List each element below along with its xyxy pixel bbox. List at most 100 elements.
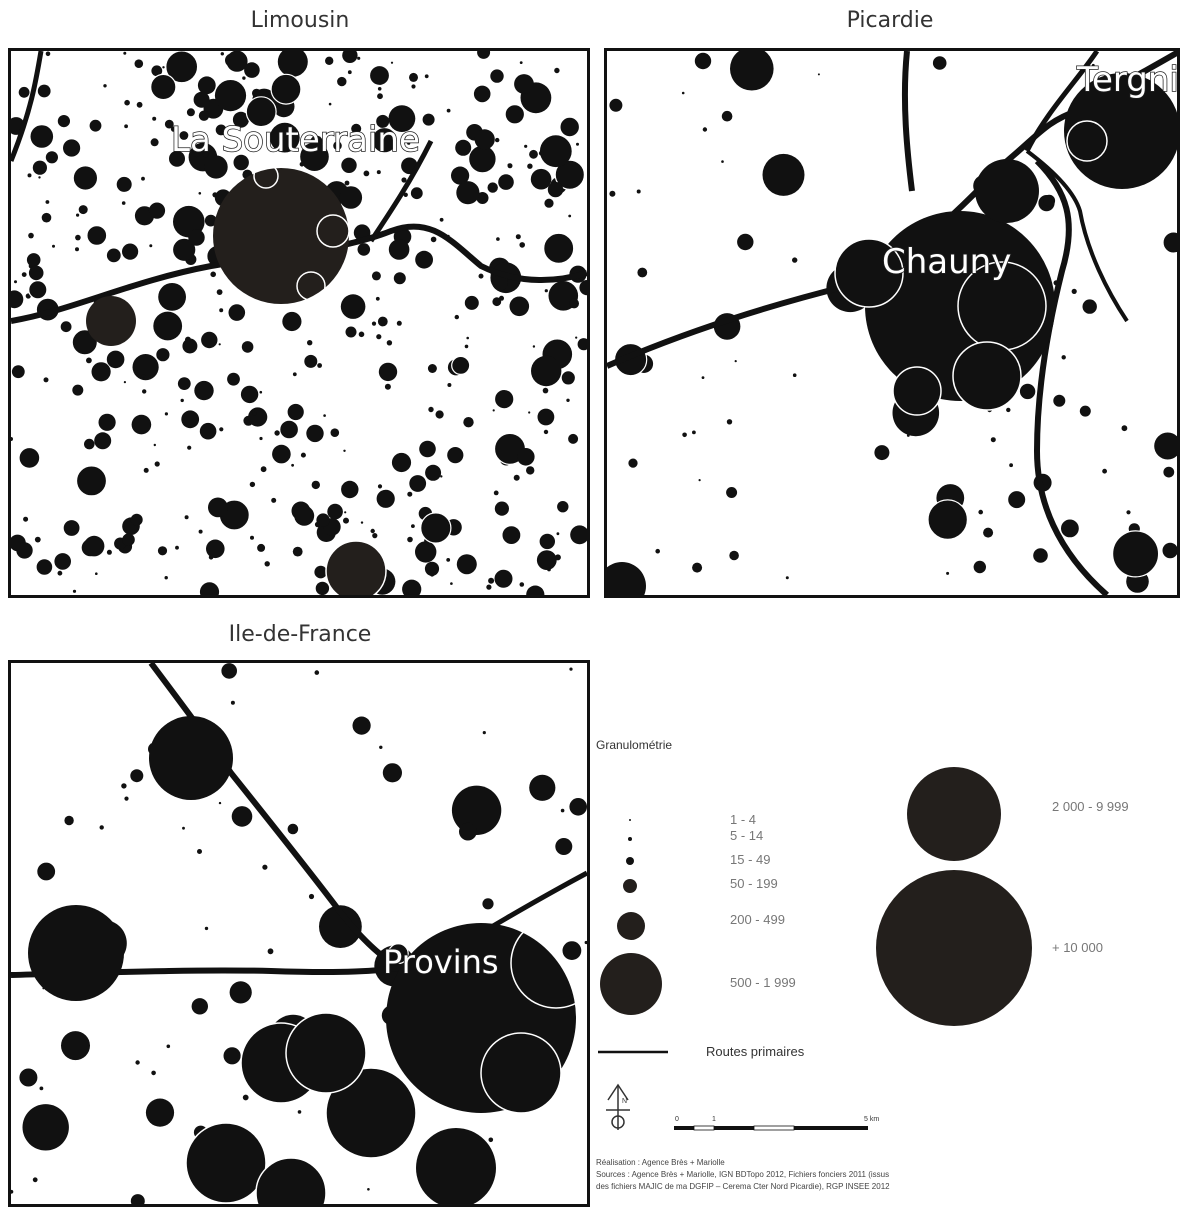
building-dot — [249, 481, 256, 488]
building-dot — [181, 410, 200, 429]
building-dot — [142, 389, 147, 394]
building-dot — [371, 321, 377, 326]
building-dot — [1079, 405, 1091, 417]
building-dot — [570, 525, 587, 545]
primary-road — [11, 223, 587, 324]
building-dot — [45, 200, 50, 204]
building-dot — [294, 505, 315, 526]
building-dot — [219, 427, 224, 432]
building-dot — [164, 412, 168, 416]
building-dot — [16, 542, 33, 559]
building-dot — [477, 51, 491, 59]
building-dot — [543, 429, 549, 435]
building-dot — [456, 181, 480, 205]
building-dot — [402, 579, 422, 595]
building-dot — [493, 388, 515, 410]
building-dot — [377, 93, 383, 100]
legend-class-label: + 10 000 — [1052, 940, 1103, 955]
building-dot — [424, 561, 440, 576]
building-dot — [232, 111, 249, 128]
building-dot — [407, 536, 413, 543]
building-dot — [130, 1194, 145, 1204]
building-dot — [272, 444, 291, 464]
building-dot — [407, 141, 411, 145]
building-dot — [19, 1068, 38, 1087]
city-label: La Souterraine — [171, 120, 420, 160]
building-dot — [409, 475, 427, 492]
building-dot — [517, 448, 535, 466]
building-dot — [259, 436, 263, 441]
building-dot — [501, 525, 522, 546]
building-dot — [377, 484, 383, 489]
building-dot — [494, 501, 509, 516]
building-dot — [421, 252, 427, 258]
building-dot — [208, 497, 228, 518]
building-dot — [536, 550, 557, 570]
building-dot — [468, 144, 497, 174]
building-dot — [584, 940, 587, 945]
building-dot — [445, 1204, 447, 1206]
building-dot — [89, 119, 102, 132]
building-dot — [375, 296, 380, 301]
building-dot — [762, 153, 805, 196]
building-dot — [451, 785, 502, 835]
building-dot — [637, 267, 648, 278]
building-dot — [403, 192, 408, 197]
building-dot — [230, 700, 235, 705]
building-dot — [569, 798, 587, 816]
building-dot — [41, 212, 52, 223]
building-dot — [539, 135, 572, 168]
building-dot — [529, 149, 538, 159]
building-dot — [344, 180, 350, 186]
town-circle — [975, 159, 1039, 223]
building-dot — [32, 1177, 38, 1183]
building-dot — [132, 354, 159, 381]
building-dot — [557, 501, 569, 513]
building-dot — [440, 475, 443, 478]
building-dot — [83, 535, 105, 557]
building-dot — [1154, 432, 1177, 460]
building-dot — [210, 271, 216, 278]
building-dot — [134, 59, 144, 68]
building-dot — [73, 166, 97, 190]
building-dot — [306, 424, 324, 443]
building-dot — [1121, 425, 1128, 432]
scale-bar — [674, 1125, 868, 1131]
building-dot — [173, 238, 196, 261]
building-dot — [411, 524, 415, 528]
building-dot — [372, 533, 378, 539]
primary-road — [1033, 158, 1109, 595]
building-dot — [227, 372, 240, 386]
building-dot — [325, 56, 334, 65]
town-circle — [952, 341, 1022, 411]
map-limousin: La Souterraine — [8, 48, 590, 598]
building-dot — [75, 247, 79, 252]
building-dot — [390, 61, 394, 64]
building-dot — [143, 467, 149, 473]
building-dot — [123, 381, 126, 384]
building-dot — [492, 409, 495, 412]
building-dot — [555, 838, 573, 855]
building-dot — [148, 202, 166, 219]
building-dot — [344, 511, 347, 514]
building-dot — [72, 384, 84, 396]
scale-label: 1 — [712, 1116, 716, 1123]
building-dot — [165, 51, 199, 84]
building-dot — [1091, 63, 1095, 67]
building-dot — [360, 521, 364, 524]
building-dot — [276, 51, 309, 78]
building-dot — [482, 898, 494, 910]
building-dot — [363, 170, 370, 177]
building-dot — [52, 244, 55, 248]
building-dot — [197, 849, 202, 854]
building-dot — [721, 160, 724, 163]
building-dot — [164, 119, 174, 129]
legend-roads-label: Routes primaires — [706, 1044, 805, 1059]
primary-road — [1025, 149, 1129, 323]
legend-symbol-15-49 — [626, 857, 634, 865]
building-dot — [252, 411, 257, 416]
building-dot — [242, 76, 246, 80]
building-dot — [532, 345, 536, 348]
building-dot — [1009, 463, 1013, 468]
building-dot — [242, 1094, 249, 1101]
